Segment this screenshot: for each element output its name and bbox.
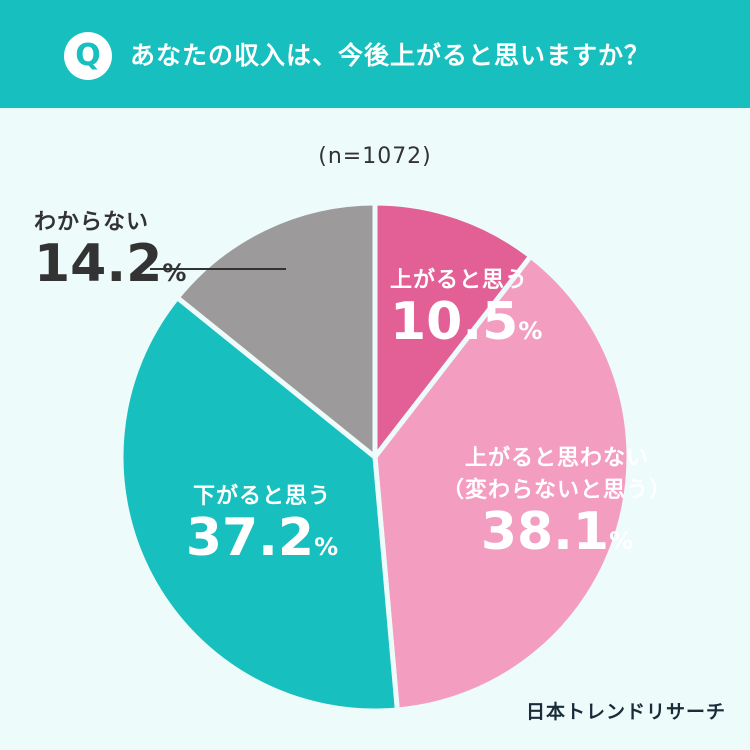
label-up-name: 上がると思う (390, 268, 529, 293)
label-down-unit: % (314, 533, 339, 561)
label-no-change-value: 38.1 (480, 502, 610, 562)
slice-unknown (174, 200, 378, 460)
label-no-change-name-2: （変わらないと思う） (441, 478, 672, 503)
slice-no-change (372, 253, 632, 713)
label-up-unit: % (518, 317, 543, 345)
label-no-change-name-1: 上がると思わない (464, 446, 649, 471)
label-unknown-value: 14.2 (34, 234, 163, 294)
question-header: Q あなたの収入は、今後上がると思いますか？ (0, 0, 750, 108)
label-unknown-unit: % (162, 259, 187, 287)
slice-down (118, 295, 400, 714)
label-unknown-name: わからない (34, 210, 150, 235)
label-down: 下がると思う 37.2% (172, 478, 352, 567)
label-up: 上がると思う 10.5% (390, 262, 542, 351)
sample-size: (n=1072) (318, 144, 432, 169)
q-badge-icon: Q (64, 32, 112, 80)
slice-up (372, 200, 534, 460)
brand-logo: 日本トレンドリサーチ (525, 701, 726, 723)
label-no-change: 上がると思わない （変わらないと思う） 38.1% (432, 440, 682, 561)
label-unknown: わからない 14.2% (34, 204, 186, 293)
leader-line (150, 268, 286, 270)
label-up-value: 10.5 (390, 292, 519, 352)
label-down-value: 37.2 (185, 508, 315, 568)
question-title: あなたの収入は、今後上がると思いますか？ (130, 41, 651, 70)
label-down-name: 下がると思う (192, 484, 331, 509)
label-no-change-unit: % (609, 527, 634, 555)
